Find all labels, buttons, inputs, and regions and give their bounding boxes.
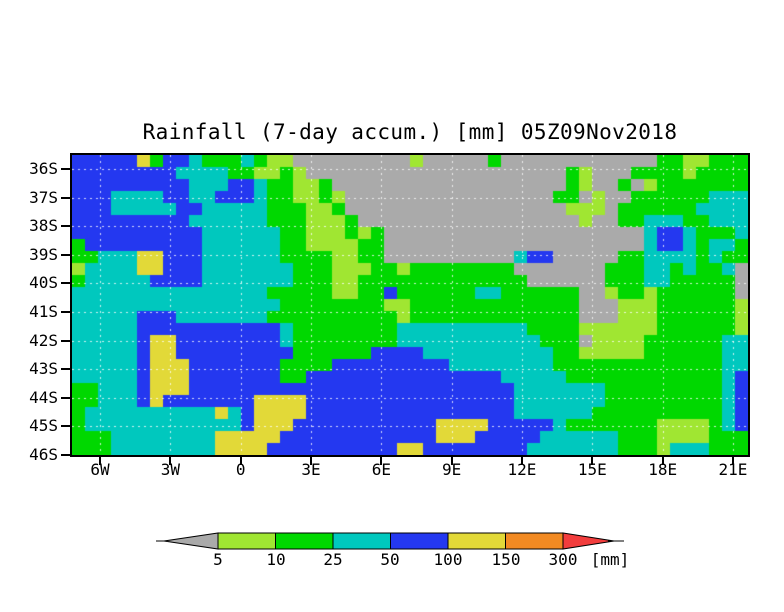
colorbar-below-min-arrow <box>163 532 219 550</box>
colorbar-label: 5 <box>213 550 223 569</box>
x-axis-label: 15E <box>577 460 607 479</box>
x-axis-tick <box>731 457 734 465</box>
colorbar-segment-150-300 <box>505 532 564 550</box>
x-axis-label: 21E <box>718 460 748 479</box>
colorbar-segment-5-10 <box>217 532 276 550</box>
colorbar-label: 300 <box>549 550 578 569</box>
x-axis-tick <box>380 457 383 465</box>
x-axis-label: 6E <box>371 460 391 479</box>
chart-title: Rainfall (7-day accum.) [mm] 05Z09Nov201… <box>142 120 678 144</box>
map-plot-frame <box>70 153 750 457</box>
x-axis-tick <box>309 457 312 465</box>
y-axis-label: 43S <box>29 359 58 379</box>
y-axis-tick <box>61 396 70 399</box>
y-axis-tick <box>61 282 70 285</box>
y-axis-tick <box>61 368 70 371</box>
colorbar-segment-25-50 <box>332 532 391 550</box>
x-axis-label: 9E <box>442 460 462 479</box>
y-axis-tick <box>61 253 70 256</box>
x-axis-tick <box>450 457 453 465</box>
colorbar-segment-50-100 <box>390 532 449 550</box>
x-axis-label: 18E <box>648 460 678 479</box>
colorbar-label: 50 <box>380 550 399 569</box>
x-axis-tick <box>661 457 664 465</box>
colorbar-above-max-arrow <box>562 532 615 550</box>
y-axis-tick <box>61 311 70 313</box>
y-axis-tick <box>61 454 70 456</box>
x-axis-label: 12E <box>507 460 537 479</box>
x-axis-tick <box>99 457 101 465</box>
colorbar-unit-label: [mm] <box>591 550 630 569</box>
y-axis-label: 38S <box>29 216 58 236</box>
colorbar-legend: 5 10 25 50 100 150 300 [mm] <box>156 532 630 569</box>
colorbar-label: 100 <box>434 550 463 569</box>
x-axis-label: 3E <box>301 460 321 479</box>
y-axis-tick <box>61 196 70 199</box>
y-axis-label: 46S <box>29 445 58 464</box>
colorbar-segment-10-25 <box>275 532 334 550</box>
y-axis-label: 37S <box>29 187 58 207</box>
x-axis-tick <box>169 457 172 465</box>
x-axis-tick <box>239 457 242 465</box>
rainfall-heatmap <box>72 155 748 455</box>
x-axis-label: 0 <box>235 460 246 479</box>
y-axis-label: 41S <box>29 302 58 321</box>
y-axis-label: 40S <box>29 273 58 293</box>
x-axis-label: 6W <box>90 460 110 479</box>
y-axis-label: 42S <box>29 330 58 350</box>
y-axis-tick <box>61 225 70 228</box>
colorbar-label: 150 <box>492 550 521 569</box>
y-axis-tick <box>61 425 70 428</box>
colorbar-label: 25 <box>323 550 342 569</box>
colorbar-label: 10 <box>266 550 285 569</box>
y-axis-label: 45S <box>29 416 58 436</box>
x-axis-label: 3W <box>160 460 180 479</box>
y-axis-label: 44S <box>29 387 58 407</box>
y-axis-tick <box>61 168 70 170</box>
x-axis-tick <box>591 457 594 465</box>
x-axis-tick <box>520 457 523 465</box>
y-axis-label: 36S <box>29 159 58 178</box>
y-axis-label: 39S <box>29 244 58 264</box>
colorbar-segment-100-150 <box>447 532 506 550</box>
y-axis-tick <box>61 339 70 342</box>
